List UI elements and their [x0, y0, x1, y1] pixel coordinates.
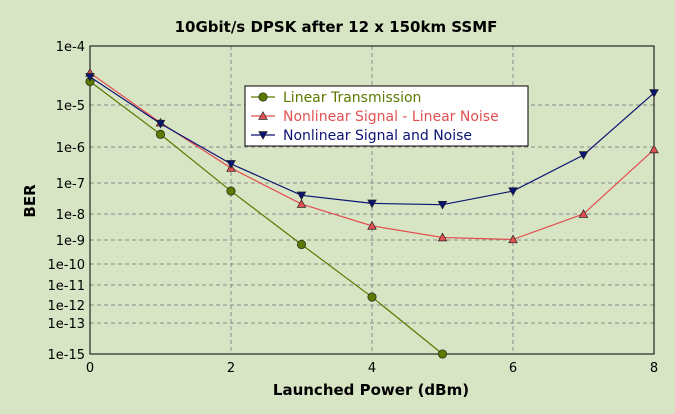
data-point — [296, 191, 307, 201]
data-point — [649, 144, 659, 154]
x-axis-label: Launched Power (dBm) — [273, 381, 469, 399]
plot-frame — [89, 45, 655, 355]
data-point — [367, 220, 377, 230]
data-point — [367, 292, 377, 302]
data-point — [296, 199, 307, 208]
data-point — [437, 200, 448, 210]
legend: Linear Transmission Nonlinear Signal - Li… — [244, 85, 529, 147]
y-tick-label: 1e-12 — [47, 299, 85, 314]
x-tick-label: 8 — [650, 361, 658, 376]
y-tick-label: 1e-10 — [47, 258, 85, 273]
legend-marker — [258, 92, 268, 102]
data-point — [437, 232, 448, 242]
y-tick-label: 1e-6 — [56, 141, 85, 156]
legend-marker — [258, 111, 268, 120]
data-point — [155, 119, 166, 129]
chart-title: 10Gbit/s DPSK after 12 x 150km SSMF — [175, 18, 498, 36]
x-tick-label: 6 — [509, 361, 517, 376]
y-tick-label: 1e-7 — [56, 177, 85, 192]
y-tick-label: 1e-5 — [56, 99, 85, 114]
data-point — [85, 73, 95, 82]
legend-label: Nonlinear Signal and Noise — [283, 128, 472, 144]
data-point — [649, 89, 659, 98]
data-point — [508, 187, 518, 196]
y-tick-label: 1e-13 — [47, 317, 85, 332]
y-axis-label: BER — [21, 184, 39, 218]
legend-label: Linear Transmission — [283, 90, 421, 106]
legend-label: Nonlinear Signal - Linear Noise — [283, 109, 499, 125]
x-tick-label: 0 — [86, 361, 94, 376]
data-point — [155, 129, 166, 139]
data-point — [226, 186, 236, 196]
data-point — [508, 234, 518, 244]
data-point — [367, 199, 377, 209]
y-tick-label: 1e-15 — [47, 348, 85, 363]
data-point — [578, 209, 589, 218]
x-tick-label: 2 — [227, 361, 235, 376]
y-tick-label: 1e-4 — [56, 40, 85, 55]
data-point — [226, 160, 236, 169]
y-tick-label: 1e-9 — [56, 234, 85, 249]
x-tick-label: 4 — [368, 361, 376, 376]
y-tick-label: 1e-11 — [47, 279, 85, 294]
y-tick-label: 1e-8 — [56, 208, 85, 223]
legend-box — [244, 85, 529, 147]
data-point — [296, 239, 307, 250]
series-line — [89, 81, 443, 355]
data-point — [578, 151, 589, 160]
data-point — [437, 349, 448, 359]
legend-marker — [258, 131, 268, 140]
